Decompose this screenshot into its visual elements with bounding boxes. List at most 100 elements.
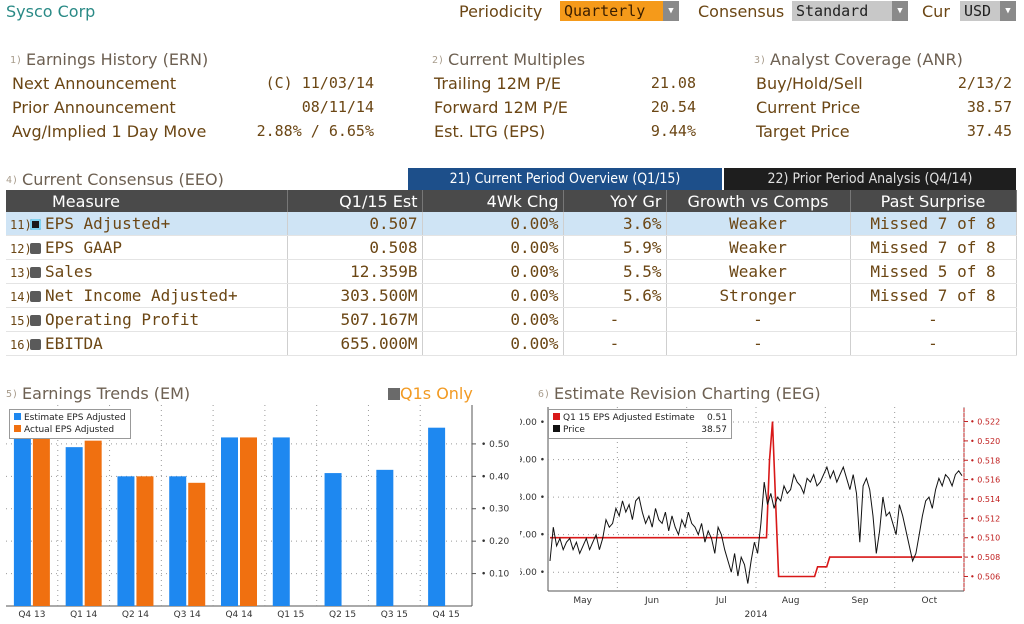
y-right-tick-label: • 0.522 [970,418,1000,427]
bar-actual [240,437,257,606]
trailing-pe-label: Trailing 12M P/E [434,74,561,93]
x-tick-label: Q2 14 [122,610,149,620]
radio-icon[interactable] [30,267,41,278]
y-left-tick-label: 38.00 • [520,493,545,503]
current-consensus-header[interactable]: 4) Current Consensus (EEO) [6,170,224,189]
radio-icon[interactable] [30,339,41,350]
col-header-growth-vs-comps[interactable]: Growth vs Comps [666,190,851,212]
y-right-tick-label: • 0.520 [970,437,1000,446]
col-header-4wk-chg[interactable]: 4Wk Chg [422,190,564,212]
x-tick-label: Q3 14 [174,610,201,620]
x-tick-label: Q4 15 [433,610,460,620]
consensus-table: Measure Q1/15 Est 4Wk Chg YoY Gr Growth … [6,190,1017,356]
section-title: Current Consensus (EEO) [22,170,224,189]
legend-swatch [14,425,21,432]
section-title: Analyst Coverage (ANR) [770,50,963,69]
earnings-trends-svg: • 0.10 • 0.20 • 0.30 • 0.40 • 0.50 Q4 13 Q1 14… [6,405,509,620]
current-multiples-header[interactable]: 2) Current Multiples [432,50,585,69]
table-row[interactable]: 12) EPS GAAP 0.508 0.00% 5.9% Weaker Miss… [6,235,1017,260]
bar-estimate [65,447,83,606]
col-header-past-surprise[interactable]: Past Surprise [850,190,1017,212]
estimate-line [550,421,962,578]
estimate-cell: 303.500M [287,283,423,308]
est-ltg-label: Est. LTG (EPS) [434,122,546,141]
tab-current-period[interactable]: 21) Current Period Overview (Q1/15) [408,168,722,190]
comps-cell: Weaker [666,212,851,236]
bar-estimate [221,437,238,606]
currency-dropdown[interactable]: USD ▼ [960,1,1016,21]
earnings-history-header[interactable]: 1) Earnings History (ERN) [10,50,208,69]
y-right-tick-label: • 0.506 [970,572,1000,581]
x-tick-label: Jun [644,596,659,606]
section-number: 1) [10,55,23,66]
measure-name: EPS Adjusted+ [45,214,171,233]
checkbox-icon[interactable] [388,388,400,400]
table-row[interactable]: 16) EBITDA 655.000M 0.00% - - - [6,331,1017,356]
measure-name: Sales [45,262,94,281]
ticker-title: Sysco Corp [6,2,96,21]
periodicity-dropdown[interactable]: Quarterly ▼ [560,1,679,21]
radio-icon[interactable] [30,315,41,326]
y-right-tick-label: • 0.508 [970,553,1000,562]
forward-pe-label: Forward 12M P/E [434,98,568,117]
comps-cell: - [666,307,851,332]
y-left-tick-label: 36.00 • [520,568,545,578]
bar-estimate [272,437,290,606]
buy-hold-sell-label: Buy/Hold/Sell [756,74,863,93]
next-announcement-value: (C) 11/03/14 [265,74,374,92]
col-header-yoy-gr[interactable]: YoY Gr [563,190,667,212]
legend-swatch [553,413,560,420]
bar-actual [84,440,102,606]
avg-implied-move-label: Avg/Implied 1 Day Move [12,122,207,141]
consensus-dropdown[interactable]: Standard ▼ [792,1,908,21]
tab-prior-period[interactable]: 22) Prior Period Analysis (Q4/14) [724,168,1016,190]
row-number: 12) [10,242,32,256]
cur-label: Cur [922,2,950,21]
radio-icon[interactable] [30,291,41,302]
legend-label: Q1 15 EPS Adjusted Estimate [563,413,695,423]
x-tick-label: Q4 14 [225,610,252,620]
table-row[interactable]: 14) Net Income Adjusted+ 303.500M 0.00% 5… [6,283,1017,308]
x-tick-label: Q3 15 [381,610,408,620]
table-row[interactable]: 13) Sales 12.359B 0.00% 5.5% Weaker Misse… [6,259,1017,284]
measure-name: EBITDA [45,334,103,353]
col-header-estimate[interactable]: Q1/15 Est [287,190,423,212]
yoy-cell: - [563,331,667,356]
periodicity-value: Quarterly [560,1,663,21]
section-number: 3) [754,55,767,66]
section-title: Current Multiples [448,50,586,69]
yoy-cell: 5.5% [563,259,667,284]
radio-icon[interactable] [30,219,41,230]
bar-estimate [324,473,342,606]
analyst-coverage-header[interactable]: 3) Analyst Coverage (ANR) [754,50,963,69]
bar-estimate [428,427,446,606]
bar-estimate [169,476,187,606]
surprise-cell: Missed 7 of 8 [850,212,1017,236]
x-tick-label: Jul [715,596,727,606]
estimate-cell: 655.000M [287,331,423,356]
row-number: 13) [10,266,32,280]
table-row[interactable]: 15) Operating Profit 507.167M 0.00% - - - [6,307,1017,332]
buy-hold-sell-value: 2/13/2 [957,74,1012,92]
chg-cell: 0.00% [422,235,564,260]
estimate-revision-chart: 36.00 • 37.00 • 38.00 • 39.00 • 40.00 • • 0.5… [520,403,1020,621]
radio-icon[interactable] [30,243,41,254]
comps-cell: Weaker [666,259,851,284]
y-right-tick-label: • 0.510 [970,534,1000,543]
table-row[interactable]: 11) EPS Adjusted+ 0.507 0.00% 3.6% Weaker… [6,212,1017,236]
section-number: 5) [6,389,19,400]
q1s-only-toggle[interactable]: Q1s Only [388,384,473,403]
y-left-tick-label: 39.00 • [520,456,545,466]
estimate-cell: 12.359B [287,259,423,284]
y-tick-label: • 0.40 [481,472,509,482]
estimate-revision-header[interactable]: 6) Estimate Revision Charting (EEG) [538,384,821,403]
legend-label: Price [563,425,585,435]
section-title: Earnings Trends (EM) [22,384,191,403]
surprise-cell: - [850,331,1017,356]
y-left-tick-label: 37.00 • [520,531,545,541]
target-price-value: 37.45 [966,122,1012,140]
earnings-trends-header[interactable]: 5) Earnings Trends (EM) [6,384,190,403]
earnings-trends-chart: • 0.10 • 0.20 • 0.30 • 0.40 • 0.50 Q4 13 Q1 14… [6,403,514,621]
legend-last-value: 38.57 [701,425,727,435]
col-header-measure[interactable]: Measure [6,190,288,212]
